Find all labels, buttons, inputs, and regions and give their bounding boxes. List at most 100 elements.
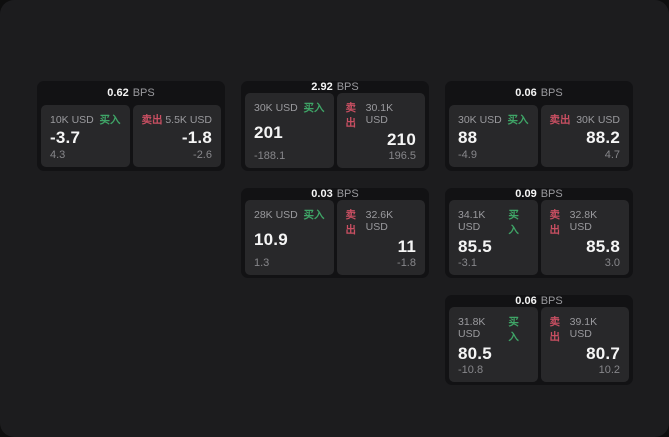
quote-panels: 31.8K USD 买入 80.5 -10.8 卖出 39.1K USD 80.…	[449, 307, 629, 382]
sell-delta: -2.6	[193, 149, 212, 161]
bps-header: 0.09 BPS	[449, 188, 629, 200]
bps-unit-label: BPS	[132, 87, 155, 99]
quote-panels: 28K USD 买入 10.9 1.3 卖出 32.6K USD 11 -1.8	[245, 200, 425, 275]
buy-panel[interactable]: 31.8K USD 买入 80.5 -10.8	[449, 307, 538, 382]
bps-value: 0.03	[311, 188, 333, 200]
buy-panel-top: 30K USD 买入	[458, 112, 529, 127]
quote-panels: 30K USD 买入 88 -4.9 卖出 30K USD 88.2 4.7	[449, 105, 629, 167]
buy-delta: -3.1	[458, 257, 477, 269]
sell-panel[interactable]: 卖出 30.1K USD 210 196.5	[336, 93, 425, 168]
sell-notional: 32.8K USD	[569, 209, 598, 233]
sell-price: -1.8	[181, 128, 212, 147]
sell-delta: -1.8	[397, 257, 416, 269]
sell-panel[interactable]: 卖出 30K USD 88.2 4.7	[540, 105, 629, 167]
sell-side-label: 卖出	[549, 114, 571, 126]
bps-header: 0.06 BPS	[449, 81, 629, 105]
buy-panel-top: 34.1K USD 买入	[458, 207, 529, 237]
buy-price: 88	[458, 128, 478, 147]
sell-panel-top: 卖出 32.6K USD	[346, 207, 417, 237]
buy-notional: 30K USD	[254, 102, 298, 114]
sell-panel-top: 卖出 30.1K USD	[346, 100, 417, 130]
quote-card: 0.09 BPS 34.1K USD 买入 85.5 -3.1 卖出 32.8K…	[445, 188, 633, 278]
quote-card: 0.62 BPS 10K USD 买入 -3.7 4.3 卖出 5.5K USD…	[37, 81, 225, 171]
bps-value: 2.92	[311, 81, 333, 93]
sell-side-label: 卖出	[345, 102, 357, 129]
buy-panel-top: 10K USD 买入	[50, 112, 121, 127]
sell-side-label: 卖出	[141, 114, 163, 126]
bps-unit-label: BPS	[336, 188, 359, 200]
buy-panel-top: 31.8K USD 买入	[458, 314, 529, 344]
quote-panels: 10K USD 买入 -3.7 4.3 卖出 5.5K USD -1.8 -2.…	[41, 105, 221, 167]
quote-panels: 30K USD 买入 201 -188.1 卖出 30.1K USD 210 1…	[245, 93, 425, 168]
sell-panel-top: 卖出 39.1K USD	[550, 314, 621, 344]
quote-card: 0.03 BPS 28K USD 买入 10.9 1.3 卖出 32.6K US…	[241, 188, 429, 278]
buy-panel-top: 30K USD 买入	[254, 100, 325, 115]
buy-panel[interactable]: 10K USD 买入 -3.7 4.3	[41, 105, 130, 167]
buy-panel[interactable]: 28K USD 买入 10.9 1.3	[245, 200, 334, 275]
buy-panel[interactable]: 34.1K USD 买入 85.5 -3.1	[449, 200, 538, 275]
sell-panel-top: 卖出 32.8K USD	[550, 207, 621, 237]
sell-delta: 3.0	[604, 257, 620, 269]
bps-header: 2.92 BPS	[245, 81, 425, 93]
buy-price: 85.5	[458, 237, 492, 256]
sell-side-label: 卖出	[549, 209, 561, 236]
buy-delta: -10.8	[458, 364, 484, 376]
sell-price: 85.8	[586, 237, 620, 256]
buy-notional: 30K USD	[458, 114, 502, 126]
sell-price: 80.7	[586, 344, 620, 363]
sell-notional: 39.1K USD	[569, 316, 598, 340]
buy-panel[interactable]: 30K USD 买入 201 -188.1	[245, 93, 334, 168]
sell-delta: 10.2	[598, 364, 620, 376]
sell-notional: 32.6K USD	[365, 209, 394, 233]
bps-header: 0.03 BPS	[245, 188, 425, 200]
buy-notional: 10K USD	[50, 114, 94, 126]
buy-delta: 1.3	[254, 257, 270, 269]
bps-unit-label: BPS	[336, 81, 359, 93]
buy-notional: 34.1K USD	[458, 209, 486, 233]
buy-price: 10.9	[254, 229, 288, 249]
quote-card: 0.06 BPS 30K USD 买入 88 -4.9 卖出 30K USD 8…	[445, 81, 633, 171]
sell-panel[interactable]: 卖出 32.6K USD 11 -1.8	[336, 200, 425, 275]
sell-side-label: 卖出	[549, 316, 561, 343]
buy-panel[interactable]: 30K USD 买入 88 -4.9	[449, 105, 538, 167]
bps-value: 0.06	[515, 87, 537, 99]
sell-panel-top: 卖出 5.5K USD	[142, 112, 213, 127]
buy-price: -3.7	[50, 128, 81, 147]
bps-unit-label: BPS	[540, 295, 563, 307]
quote-panels: 34.1K USD 买入 85.5 -3.1 卖出 32.8K USD 85.8…	[449, 200, 629, 275]
sell-price: 210	[387, 130, 416, 149]
sell-panel[interactable]: 卖出 32.8K USD 85.8 3.0	[540, 200, 629, 275]
bps-value: 0.62	[107, 87, 129, 99]
sell-panel-top: 卖出 30K USD	[550, 112, 621, 127]
sell-notional: 30.1K USD	[365, 102, 394, 126]
buy-notional: 31.8K USD	[458, 316, 486, 340]
bps-unit-label: BPS	[540, 188, 563, 200]
bps-unit-label: BPS	[540, 87, 563, 99]
sell-price: 88.2	[586, 128, 620, 147]
sell-side-label: 卖出	[345, 209, 357, 236]
buy-side-label: 买入	[303, 209, 325, 221]
buy-side-label: 买入	[99, 114, 121, 126]
buy-delta: -4.9	[458, 149, 477, 161]
bps-value: 0.06	[515, 295, 537, 307]
buy-delta: 4.3	[50, 149, 66, 161]
sell-notional: 30K USD	[576, 114, 620, 126]
buy-side-label: 买入	[508, 209, 519, 236]
bps-value: 0.09	[515, 188, 537, 200]
buy-panel-top: 28K USD 买入	[254, 207, 325, 222]
sell-panel[interactable]: 卖出 5.5K USD -1.8 -2.6	[132, 105, 221, 167]
buy-notional: 28K USD	[254, 209, 298, 221]
quote-card: 2.92 BPS 30K USD 买入 201 -188.1 卖出 30.1K …	[241, 81, 429, 171]
sell-panel[interactable]: 卖出 39.1K USD 80.7 10.2	[540, 307, 629, 382]
buy-price: 201	[254, 122, 283, 142]
quote-card: 0.06 BPS 31.8K USD 买入 80.5 -10.8 卖出 39.1…	[445, 295, 633, 385]
buy-delta: -188.1	[254, 150, 286, 162]
bps-header: 0.06 BPS	[449, 295, 629, 307]
bps-header: 0.62 BPS	[41, 81, 221, 105]
sell-price: 11	[397, 237, 416, 256]
sell-delta: 196.5	[388, 150, 416, 162]
buy-price: 80.5	[458, 344, 492, 363]
buy-side-label: 买入	[303, 102, 325, 114]
buy-side-label: 买入	[508, 316, 519, 343]
